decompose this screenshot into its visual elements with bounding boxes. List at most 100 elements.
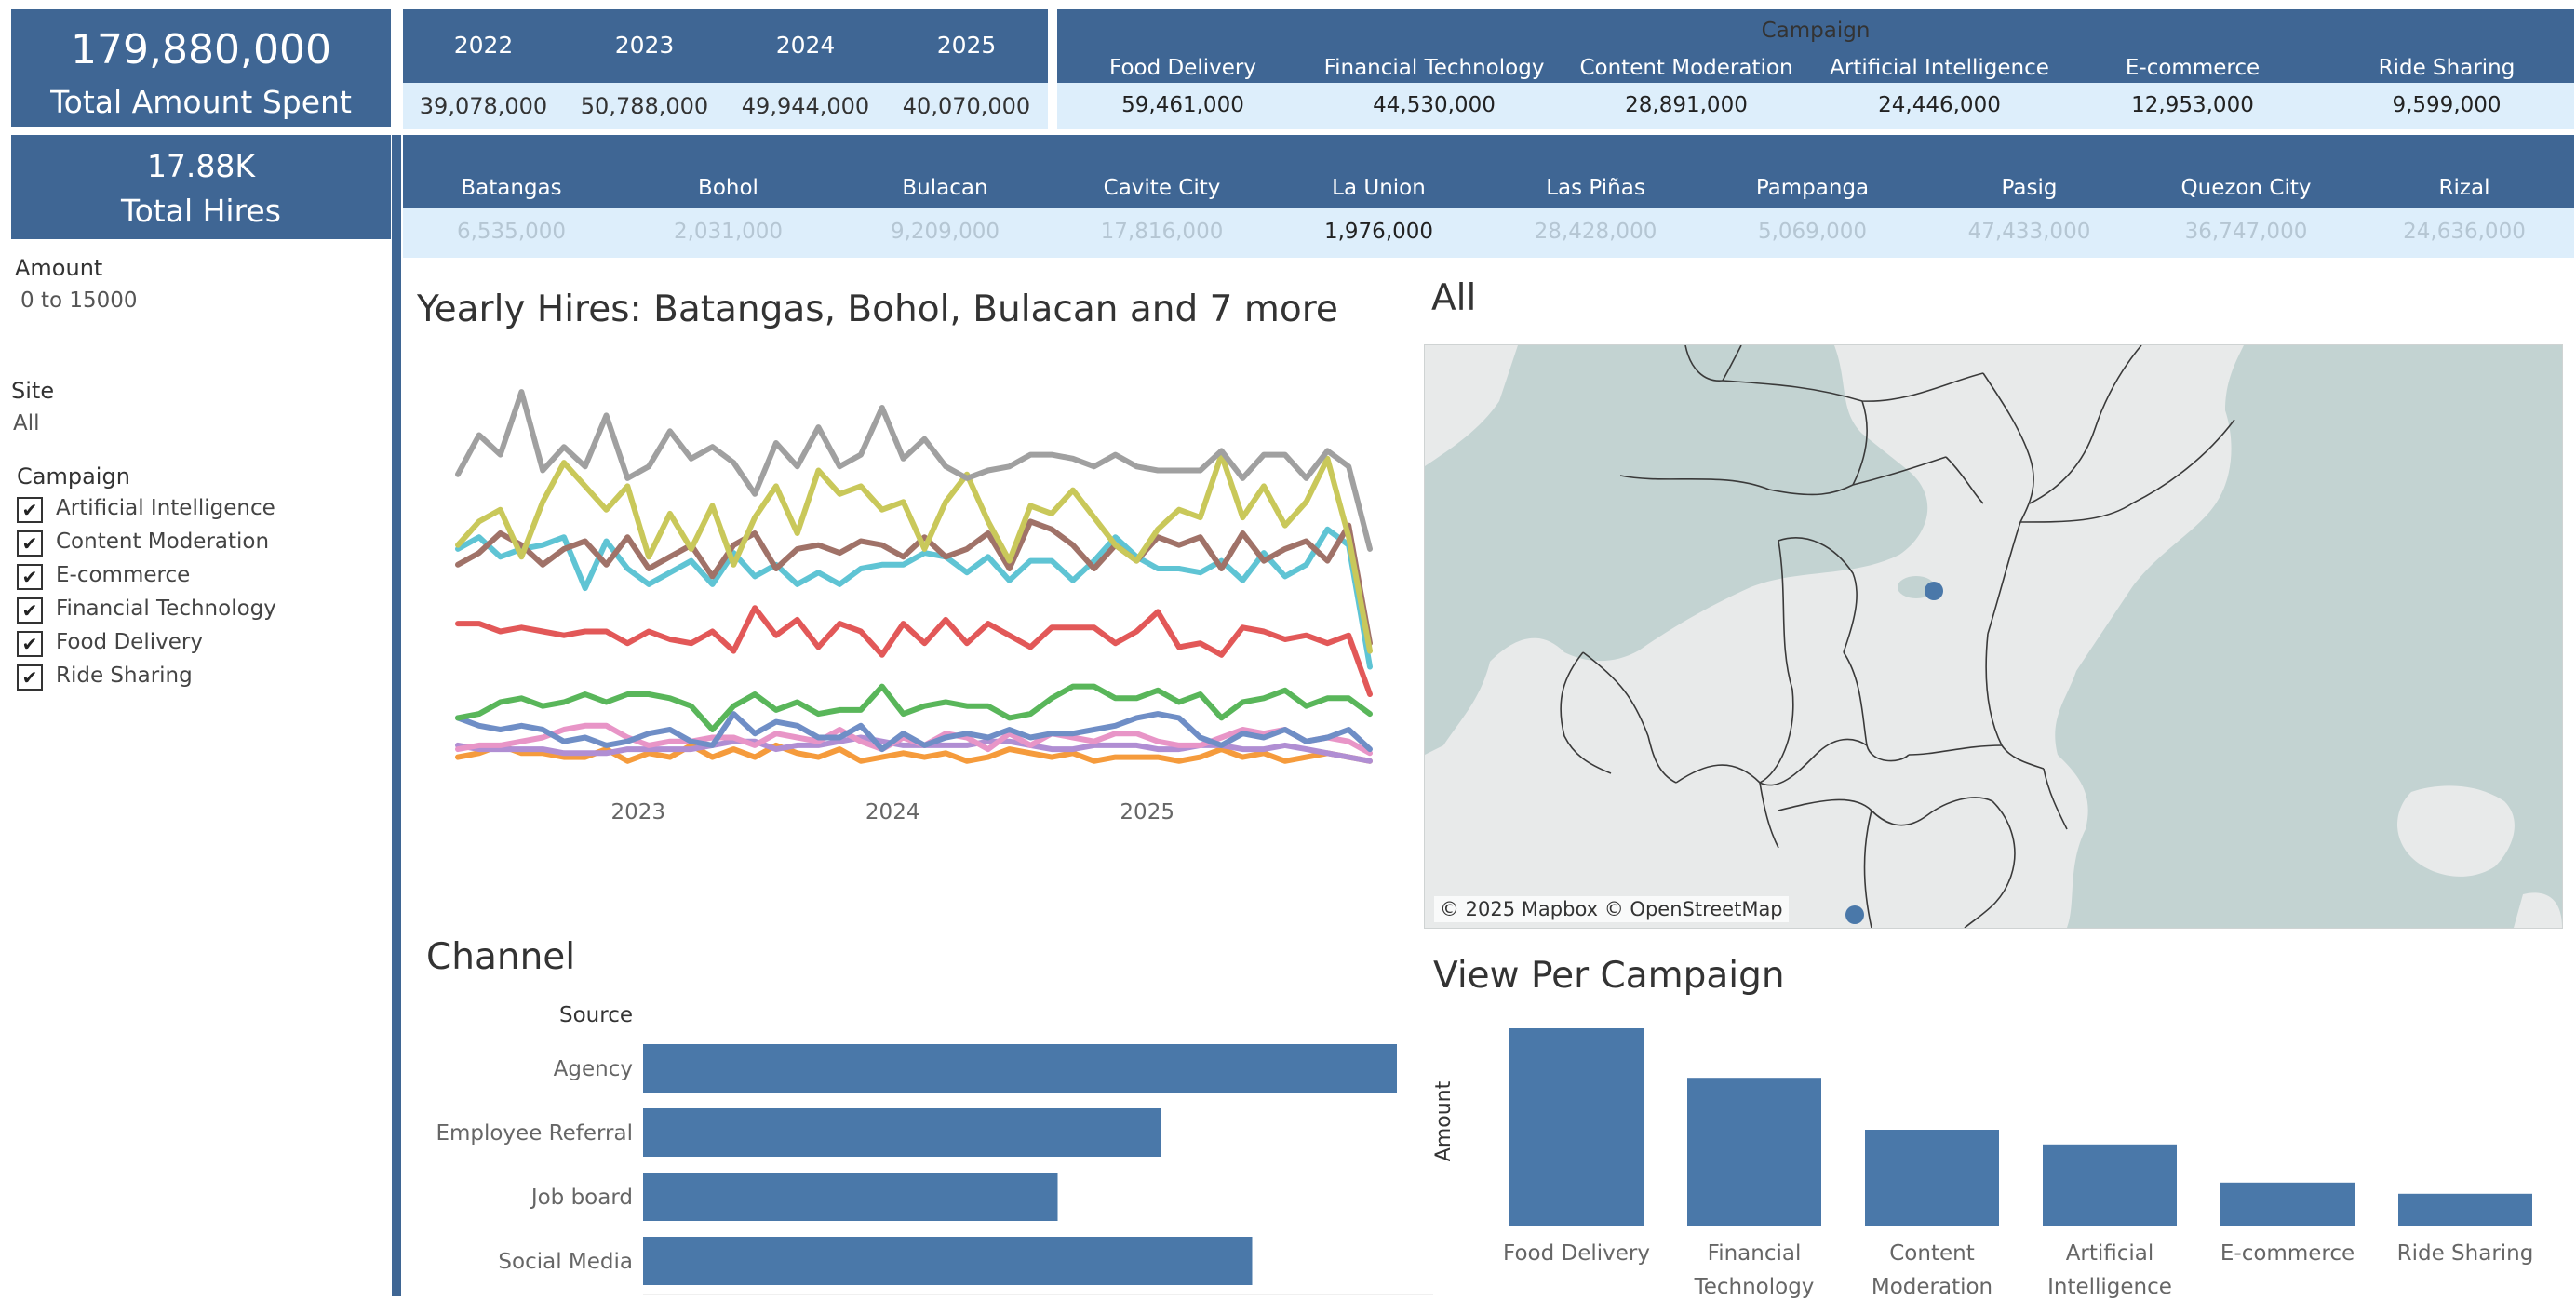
site-filter-value[interactable]: All (13, 411, 40, 436)
checkbox-checked-icon[interactable]: ✔ (17, 631, 43, 657)
campaign-table-title: Campaign (1761, 19, 1871, 43)
campaign-category-label: Food Delivery (1503, 1241, 1650, 1266)
x-tick-label: 2024 (865, 800, 920, 825)
campaign-bar[interactable] (1865, 1130, 1999, 1226)
campaign-category-label: Artificial (2066, 1241, 2154, 1266)
total-hires-kpi: 17.88K Total Hires (11, 135, 391, 239)
site-header-cell[interactable]: Bulacan (902, 176, 988, 200)
channel-category-label: Agency (554, 1057, 633, 1081)
campaign-bar[interactable] (2398, 1193, 2532, 1226)
campaign-header-cell[interactable]: Financial Technology (1323, 56, 1545, 80)
checkbox-checked-icon[interactable]: ✔ (17, 664, 43, 691)
channel-chart-title: Channel (426, 936, 576, 978)
checkbox-checked-icon[interactable]: ✔ (17, 564, 43, 590)
site-header-cell[interactable]: Las Piñas (1546, 176, 1645, 200)
site-value-cell[interactable]: 24,636,000 (2403, 220, 2526, 244)
year-value-cell[interactable]: 49,944,000 (741, 93, 870, 119)
site-header-cell[interactable]: Cavite City (1103, 176, 1221, 200)
campaign-option-label[interactable]: Ride Sharing (56, 664, 193, 688)
total-hires-value: 17.88K (146, 148, 256, 184)
site-header-cell[interactable]: Batangas (461, 176, 562, 200)
year-table-header: 2022 2023 2024 2025 (403, 9, 1048, 83)
year-header-cell[interactable]: 2023 (614, 32, 675, 59)
site-value-cell[interactable]: 6,535,000 (456, 220, 567, 244)
checkbox-checked-icon[interactable]: ✔ (17, 597, 43, 624)
campaign-option-label[interactable]: Content Moderation (56, 530, 270, 554)
total-amount-value: 179,880,000 (71, 26, 331, 74)
site-header-cell[interactable]: Pampanga (1755, 176, 1870, 200)
map-attribution[interactable]: © 2025 Mapbox © OpenStreetMap (1434, 896, 1789, 922)
campaign-bar-chart[interactable]: Amount Food Delivery Financial Technology Co… (1424, 1014, 2574, 1298)
site-value-cell-selected[interactable]: 1,976,000 (1323, 220, 1434, 244)
yearly-hires-line-chart[interactable]: 2023 2024 2025 (409, 363, 1396, 838)
line-chart-title: Yearly Hires: Batangas, Bohol, Bulacan a… (417, 288, 1338, 330)
campaign-bar[interactable] (1509, 1028, 1644, 1226)
site-map[interactable]: © 2025 Mapbox © OpenStreetMap (1424, 344, 2563, 929)
checkbox-checked-icon[interactable]: ✔ (17, 530, 43, 557)
channel-bar[interactable] (643, 1173, 1058, 1221)
year-header-cell[interactable]: 2024 (775, 32, 836, 59)
channel-bar[interactable] (643, 1237, 1253, 1285)
campaign-value-cell[interactable]: 28,891,000 (1625, 93, 1748, 117)
year-header-cell[interactable]: 2022 (453, 32, 514, 59)
site-header-cell[interactable]: Bohol (698, 176, 758, 200)
total-amount-label: Total Amount Spent (50, 84, 352, 120)
site-value-cell[interactable]: 17,816,000 (1100, 220, 1224, 244)
site-value-cell[interactable]: 5,069,000 (1757, 220, 1868, 244)
campaign-option-label[interactable]: Food Delivery (56, 630, 203, 654)
site-value-cell[interactable]: 28,428,000 (1534, 220, 1657, 244)
island-land (2397, 785, 2515, 877)
amount-filter-value[interactable]: 0 to 15000 (20, 288, 138, 313)
series-line[interactable] (455, 518, 1373, 647)
year-header-cell[interactable]: 2025 (936, 32, 997, 59)
x-tick-label: 2023 (610, 800, 665, 825)
site-value-cell[interactable]: 2,031,000 (673, 220, 784, 244)
series-line[interactable] (455, 605, 1373, 697)
campaign-value-cell[interactable]: 12,953,000 (2131, 93, 2254, 117)
series-line[interactable] (455, 683, 1373, 732)
site-marker[interactable] (1845, 905, 1864, 924)
campaign-bar[interactable] (2220, 1182, 2355, 1226)
series-line[interactable] (455, 451, 1373, 654)
campaign-value-cell[interactable]: 24,446,000 (1878, 93, 2001, 117)
left-border-stripe (392, 135, 401, 1296)
site-table-values: 6,535,000 2,031,000 9,209,000 17,816,000… (403, 208, 2574, 258)
campaign-value-cell[interactable]: 44,530,000 (1373, 93, 1496, 117)
campaign-option-label[interactable]: E-commerce (56, 563, 191, 587)
series-line[interactable] (455, 389, 1373, 552)
campaign-header-cell[interactable]: Content Moderation (1579, 56, 1793, 80)
site-value-cell[interactable]: 47,433,000 (1967, 220, 2091, 244)
year-value-cell[interactable]: 39,078,000 (419, 93, 548, 119)
campaign-category-label: Intelligence (2047, 1275, 2172, 1298)
campaign-bar[interactable] (1687, 1078, 1821, 1226)
total-amount-kpi: 179,880,000 Total Amount Spent (11, 9, 391, 130)
site-value-cell[interactable]: 9,209,000 (890, 220, 1000, 244)
campaign-value-cell[interactable]: 59,461,000 (1121, 93, 1244, 117)
island-land (2514, 892, 2562, 928)
site-value-cell[interactable]: 36,747,000 (2184, 220, 2308, 244)
year-value-cell[interactable]: 50,788,000 (580, 93, 709, 119)
campaign-header-cell[interactable]: Food Delivery (1109, 56, 1256, 80)
campaign-chart-title: View Per Campaign (1433, 955, 1785, 997)
site-header-cell[interactable]: Rizal (2438, 176, 2490, 200)
map-title: All (1431, 277, 1477, 319)
campaign-value-cell[interactable]: 9,599,000 (2392, 93, 2502, 117)
channel-bar[interactable] (643, 1108, 1161, 1157)
series-line[interactable] (455, 711, 1373, 753)
site-header-cell[interactable]: Pasig (2001, 176, 2058, 200)
campaign-option-label[interactable]: Artificial Intelligence (56, 496, 275, 520)
site-header-cell[interactable]: La Union (1332, 176, 1426, 200)
checkbox-checked-icon[interactable]: ✔ (17, 497, 43, 523)
site-marker[interactable] (1925, 582, 1943, 600)
channel-bar[interactable] (643, 1044, 1397, 1093)
channel-bar-chart[interactable]: Source Agency Employee Referral Job board So… (409, 996, 1433, 1298)
campaign-header-cell[interactable]: E-commerce (2125, 56, 2261, 80)
site-header-cell[interactable]: Quezon City (2180, 176, 2312, 200)
year-value-cell[interactable]: 40,070,000 (902, 93, 1031, 119)
campaign-option-label[interactable]: Financial Technology (56, 597, 276, 621)
map-canvas[interactable] (1425, 345, 2562, 928)
campaign-bar[interactable] (2043, 1144, 2177, 1226)
site-table-header: Batangas Bohol Bulacan Cavite City La Un… (403, 135, 2574, 208)
campaign-header-cell[interactable]: Ride Sharing (2378, 56, 2516, 80)
campaign-header-cell[interactable]: Artificial Intelligence (1830, 56, 2049, 80)
